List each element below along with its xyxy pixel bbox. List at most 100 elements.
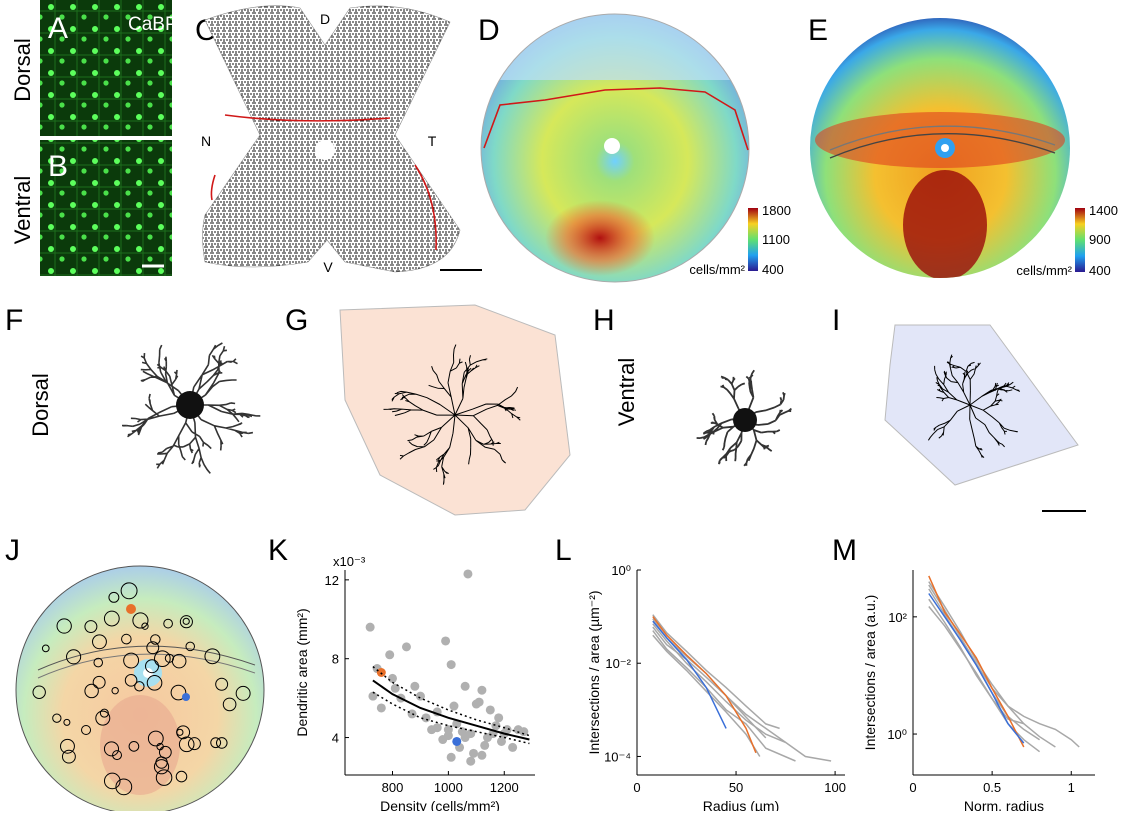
panel-letter: G: [285, 304, 308, 337]
data-point: [388, 674, 397, 683]
y-multiplier: x10⁻³: [333, 554, 366, 569]
x-tick-label: 1000: [434, 780, 463, 795]
y-axis-label: Dendritic area (mm²): [294, 608, 310, 736]
data-point: [410, 682, 419, 691]
data-point: [494, 713, 503, 722]
orientation-label: T: [428, 133, 437, 149]
stain-label: CaBP: [128, 14, 178, 35]
series-line: [929, 582, 1024, 724]
y-tick-label: 10²: [888, 610, 907, 625]
side-label: Dorsal: [28, 373, 53, 437]
boundary-line: [211, 175, 215, 200]
data-point: [441, 636, 450, 645]
data-point: [469, 749, 478, 758]
y-tick-label: 10⁰: [887, 727, 907, 742]
y-tick-label: 10⁰: [611, 563, 631, 578]
soma: [176, 391, 204, 419]
orientation-label: N: [201, 133, 211, 149]
data-point: [377, 703, 386, 712]
orientation-label: D: [320, 11, 330, 27]
data-point: [385, 650, 394, 659]
colorbar: [1075, 208, 1085, 272]
data-point: [366, 623, 375, 632]
figure: A CaBP B Dorsal Ventral C D N T V D 1800…: [0, 0, 1127, 811]
panel-letter: E: [808, 14, 828, 47]
y-axis-label: Intersections / area (a.u.): [862, 595, 878, 751]
orientation-label: V: [323, 259, 333, 275]
colorbar-unit: cells/mm²: [1016, 263, 1072, 278]
y-tick-label: 10⁻⁴: [604, 749, 631, 764]
panel-letter: F: [5, 304, 23, 337]
side-label: Ventral: [614, 358, 639, 427]
data-point: [447, 660, 456, 669]
y-tick-label: 4: [332, 731, 339, 746]
x-tick-label: 0.5: [983, 780, 1001, 795]
x-axis-label: Density (cells/mm²): [380, 798, 500, 811]
data-point: [463, 569, 472, 578]
optic-disc: [315, 140, 335, 160]
data-point: [461, 733, 470, 742]
x-tick-label: 50: [729, 780, 743, 795]
series-line: [653, 635, 760, 756]
colorbar-unit: cells/mm²: [689, 262, 745, 277]
x-tick-label: 1200: [490, 780, 519, 795]
panel-letter: J: [5, 534, 20, 567]
density-map: [480, 10, 750, 285]
x-axis-label: Radius (µm): [703, 798, 780, 811]
retina-flatmount: [203, 6, 461, 272]
panel-letter: L: [555, 534, 572, 567]
panel-letter: K: [268, 534, 288, 567]
panel-letter: M: [832, 534, 857, 567]
data-point: [477, 686, 486, 695]
panel-letter: D: [478, 14, 500, 47]
x-tick-label: 0: [909, 780, 916, 795]
density-map: [808, 15, 1073, 280]
colorbar-tick: 1100: [762, 232, 790, 247]
data-point: [433, 723, 442, 732]
panel-letter: A: [48, 12, 68, 45]
hull: [340, 305, 570, 515]
soma: [733, 408, 757, 432]
side-label: Dorsal: [10, 38, 35, 102]
x-tick-label: 0: [633, 780, 640, 795]
data-point: [452, 737, 461, 746]
data-point: [447, 753, 456, 762]
data-point: [508, 743, 517, 752]
panel-letter: I: [832, 304, 840, 337]
panel-letter: B: [48, 150, 68, 183]
neuron-image: [697, 370, 792, 466]
panel-letter: H: [593, 304, 615, 337]
data-point: [444, 731, 453, 740]
data-point: [477, 751, 486, 760]
data-point: [480, 741, 489, 750]
highlight-cell: [182, 693, 190, 701]
highlight-cell: [126, 604, 136, 614]
colorbar-tick: 900: [1089, 232, 1111, 247]
x-tick-label: 100: [824, 780, 846, 795]
neuron-image: [122, 343, 260, 473]
series-line: [653, 615, 780, 729]
colorbar-tick: 1400: [1089, 203, 1118, 218]
colorbar-tick: 400: [1089, 263, 1111, 278]
series-line: [929, 585, 1079, 747]
data-point: [449, 702, 458, 711]
y-tick-label: 10⁻²: [605, 656, 631, 671]
y-tick-label: 12: [325, 573, 339, 588]
data-point: [408, 709, 417, 718]
y-axis-label: Intersections / area (µm⁻²): [586, 590, 602, 754]
data-point: [475, 698, 484, 707]
data-point: [402, 642, 411, 651]
colorbar-tick: 400: [762, 262, 784, 277]
hull: [885, 325, 1078, 485]
data-point: [486, 705, 495, 714]
x-tick-label: 1: [1068, 780, 1075, 795]
colorbar-tick: 1800: [762, 203, 791, 218]
data-point: [461, 682, 470, 691]
colorbar: [748, 208, 758, 271]
side-label: Ventral: [10, 176, 35, 245]
y-tick-label: 8: [332, 652, 339, 667]
x-tick-label: 800: [382, 780, 404, 795]
data-point: [466, 757, 475, 766]
x-axis-label: Norm. radius: [964, 798, 1044, 811]
